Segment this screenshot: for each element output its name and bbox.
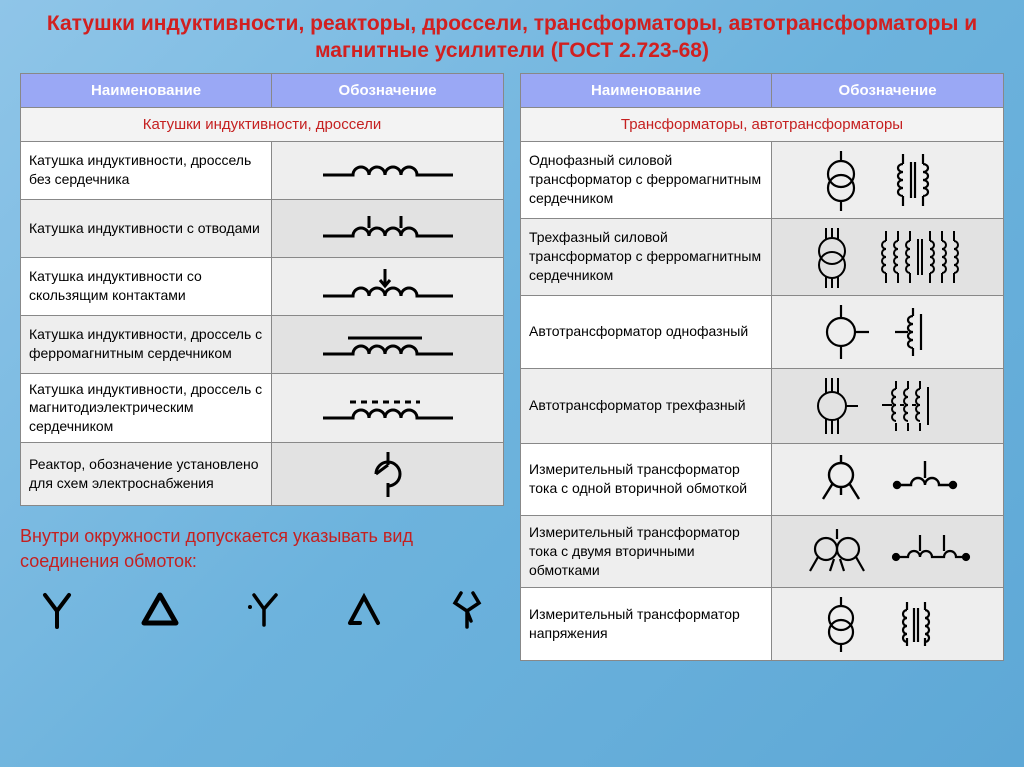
symbol-inductor-taps (272, 199, 504, 257)
symbol-inductor-slider (272, 257, 504, 315)
col-symbol-header: Обозначение (272, 73, 504, 107)
symbol-inductor-ferro-core (272, 315, 504, 373)
row-name: Катушка индуктивности, дроссель без серд… (21, 141, 272, 199)
symbol-transformer-3ph (772, 218, 1004, 295)
table-row: Трехфазный силовой трансформатор с ферро… (521, 218, 1004, 295)
table-row: Измерительный трансформатор напряжения (521, 587, 1004, 660)
symbol-inductor-magdiel-core (272, 373, 504, 443)
connection-symbols (20, 589, 504, 629)
row-name: Катушка индуктивности, дроссель с ферром… (21, 315, 272, 373)
symbol-voltage-transformer (772, 587, 1004, 660)
table-row: Измерительный трансформатор тока с двумя… (521, 515, 1004, 587)
symbol-transformer-1ph (772, 141, 1004, 218)
wye-icon (37, 589, 77, 629)
row-name: Автотрансформатор однофазный (521, 295, 772, 368)
section-title: Катушки индуктивности, дроссели (21, 107, 504, 141)
col-name-header: Наименование (21, 73, 272, 107)
left-table: Наименование Обозначение Катушки индукти… (20, 73, 504, 507)
open-delta-icon (344, 589, 384, 629)
note-text: Внутри окружности допускается указывать … (20, 524, 504, 574)
page-title: Катушки индуктивности, реакторы, дроссел… (20, 10, 1004, 65)
right-column: Наименование Обозначение Трансформаторы,… (520, 73, 1004, 661)
table-row: Катушка индуктивности, дроссель с магнит… (21, 373, 504, 443)
table-row: Автотрансформатор трехфазный (521, 368, 1004, 443)
row-name: Измерительный трансформатор напряжения (521, 587, 772, 660)
table-row: Катушка индуктивности с отводами (21, 199, 504, 257)
row-name: Трехфазный силовой трансформатор с ферро… (521, 218, 772, 295)
symbol-ct-single (772, 443, 1004, 515)
right-table: Наименование Обозначение Трансформаторы,… (520, 73, 1004, 661)
row-name: Реактор, обозначение установлено для схе… (21, 443, 272, 506)
symbol-ct-double (772, 515, 1004, 587)
row-name: Катушка индуктивности с отводами (21, 199, 272, 257)
row-name: Автотрансформатор трехфазный (521, 368, 772, 443)
row-name: Катушка индуктивности со скользящим конт… (21, 257, 272, 315)
symbol-inductor-no-core (272, 141, 504, 199)
table-row: Катушка индуктивности, дроссель с ферром… (21, 315, 504, 373)
row-name: Измерительный трансформатор тока с двумя… (521, 515, 772, 587)
table-row: Однофазный силовой трансформатор с ферро… (521, 141, 1004, 218)
row-name: Катушка индуктивности, дроссель с магнит… (21, 373, 272, 443)
left-column: Наименование Обозначение Катушки индукти… (20, 73, 504, 629)
table-row: Реактор, обозначение установлено для схе… (21, 443, 504, 506)
section-title: Трансформаторы, автотрансформаторы (521, 107, 1004, 141)
zigzag-icon (447, 589, 487, 629)
tables-container: Наименование Обозначение Катушки индукти… (20, 73, 1004, 661)
table-row: Автотрансформатор однофазный (521, 295, 1004, 368)
symbol-autotransformer-3ph (772, 368, 1004, 443)
wye-ground-icon (242, 589, 282, 629)
table-row: Измерительный трансформатор тока с одной… (521, 443, 1004, 515)
section-row: Катушки индуктивности, дроссели (21, 107, 504, 141)
symbol-reactor (272, 443, 504, 506)
delta-icon (140, 589, 180, 629)
row-name: Измерительный трансформатор тока с одной… (521, 443, 772, 515)
header-row: Наименование Обозначение (521, 73, 1004, 107)
table-row: Катушка индуктивности, дроссель без серд… (21, 141, 504, 199)
header-row: Наименование Обозначение (21, 73, 504, 107)
row-name: Однофазный силовой трансформатор с ферро… (521, 141, 772, 218)
symbol-autotransformer-1ph (772, 295, 1004, 368)
col-name-header: Наименование (521, 73, 772, 107)
table-row: Катушка индуктивности со скользящим конт… (21, 257, 504, 315)
col-symbol-header: Обозначение (772, 73, 1004, 107)
section-row: Трансформаторы, автотрансформаторы (521, 107, 1004, 141)
